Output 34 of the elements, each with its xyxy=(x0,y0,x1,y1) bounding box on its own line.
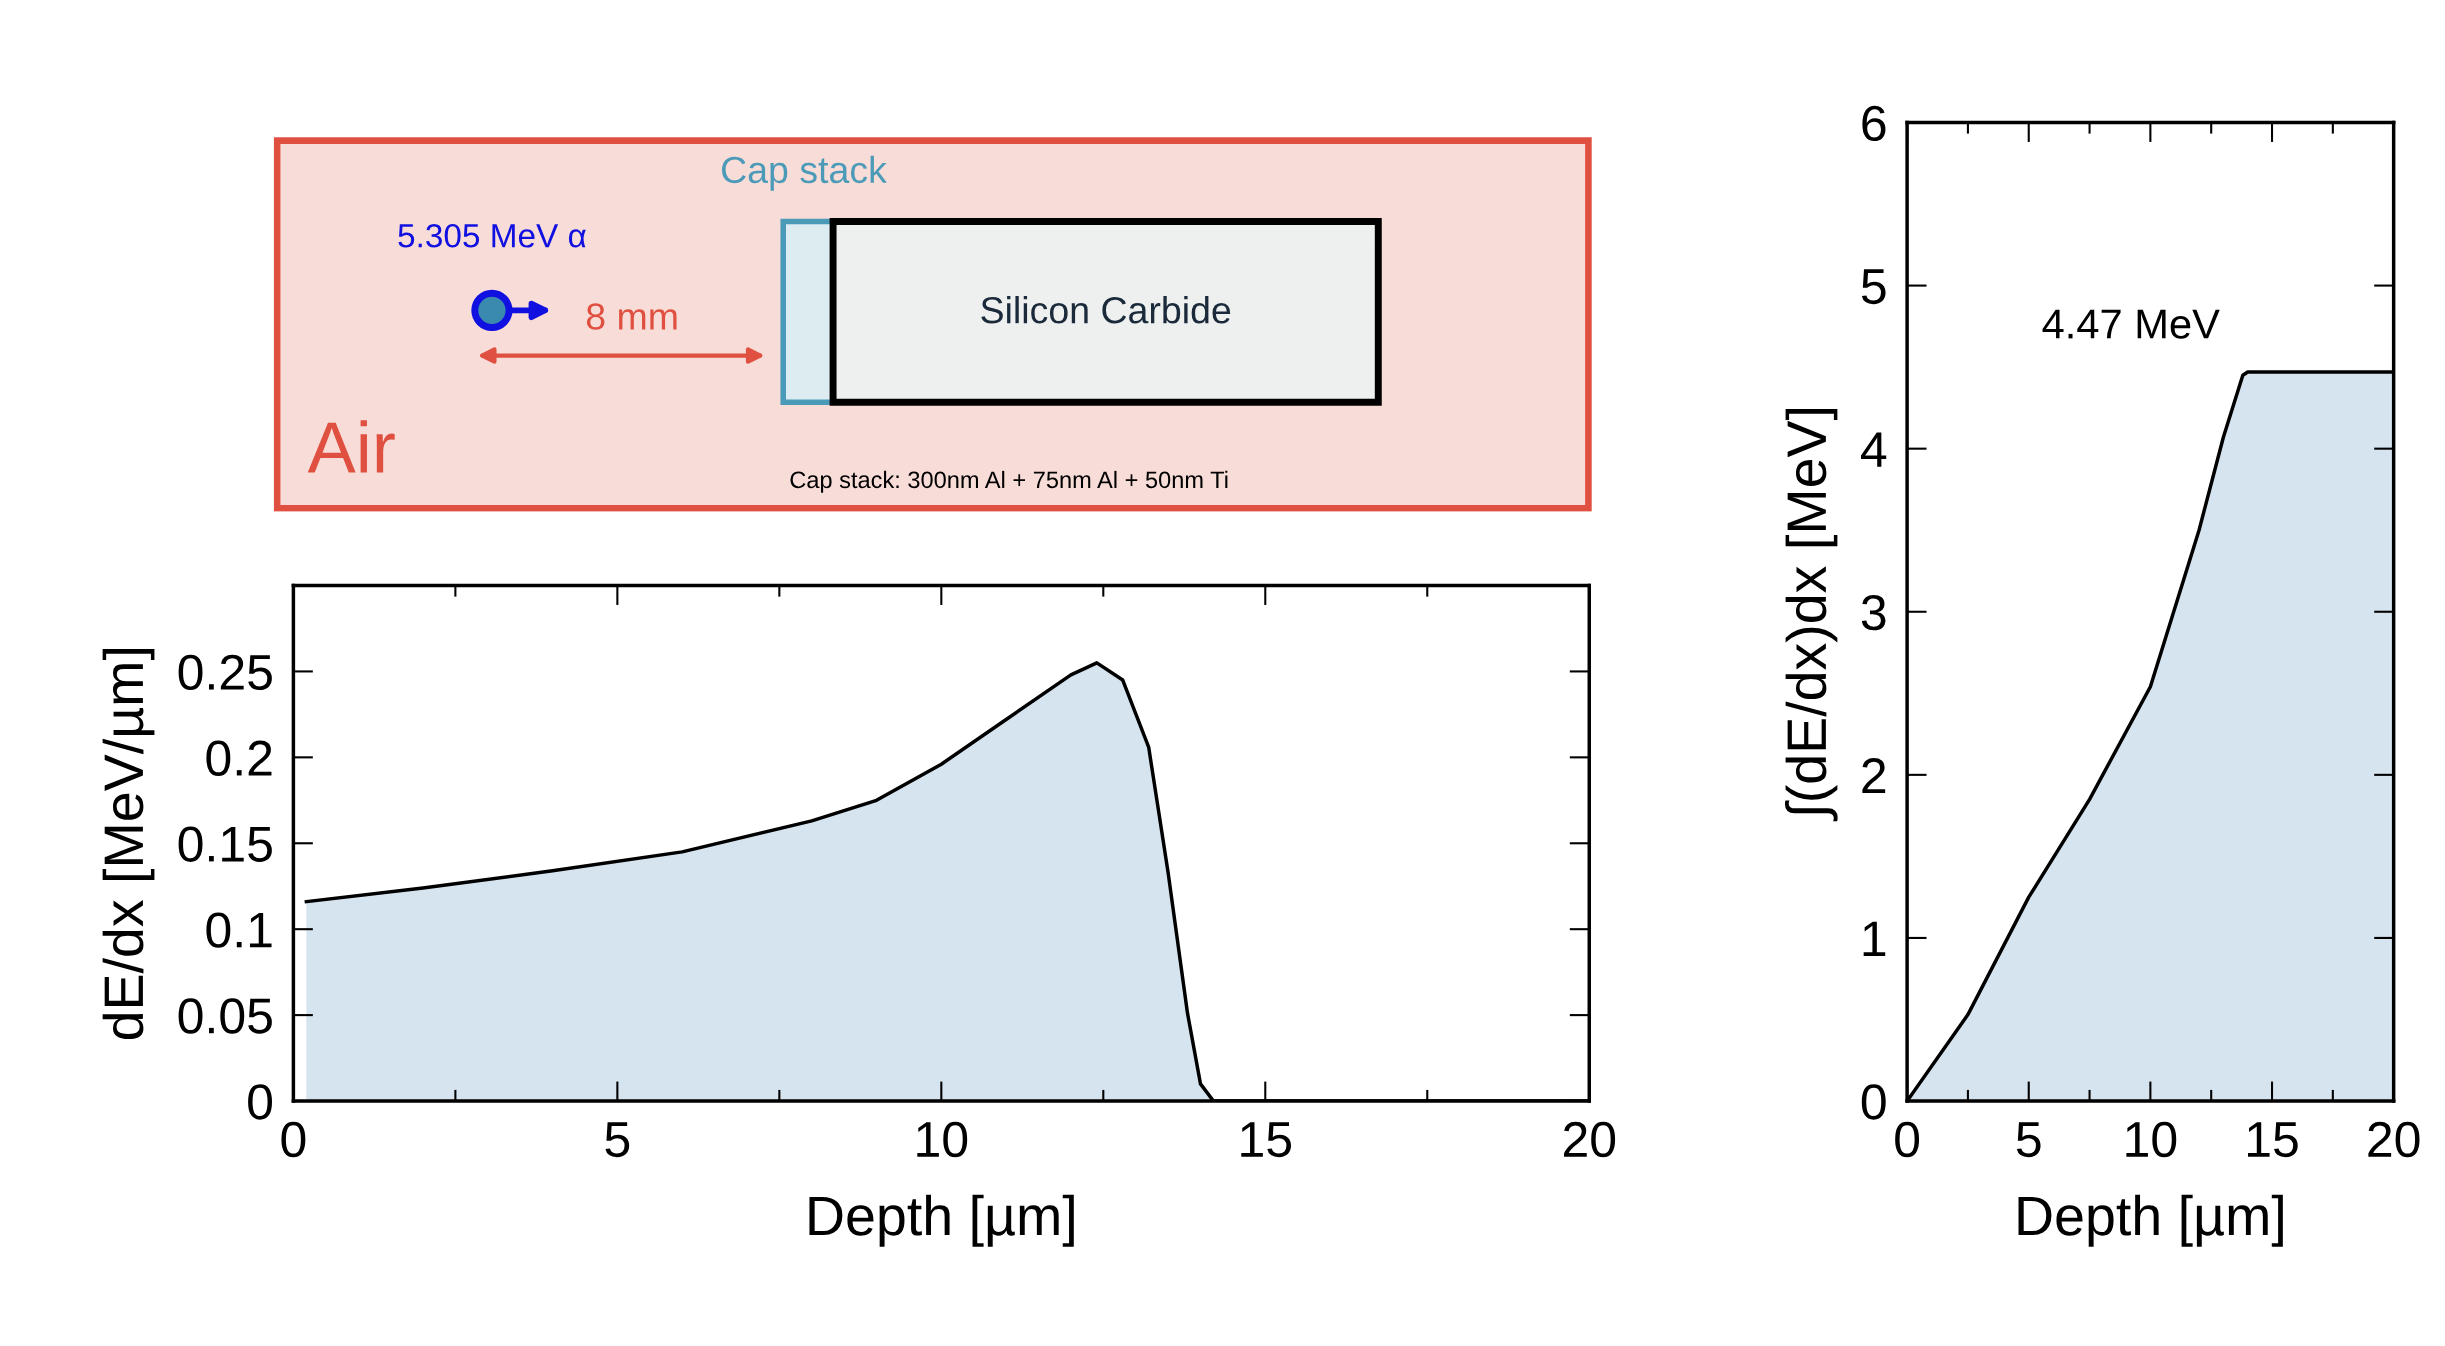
x-tick-label: 5 xyxy=(2016,1122,2041,1158)
x-tick-label: 20 xyxy=(2368,1121,2420,1158)
text: Silicon Carbide xyxy=(981,295,1231,324)
y-axis-title: ∫(dE/dx)dx [MeV] xyxy=(1784,408,1838,822)
y-tick-label: 0.1 xyxy=(206,912,272,948)
x-tick-label: 0 xyxy=(281,1121,306,1158)
x-tick-label: 10 xyxy=(2126,1121,2177,1158)
text: Cap stack xyxy=(722,155,887,191)
text: Air xyxy=(307,420,395,473)
x-tick-label: 20 xyxy=(1563,1121,1616,1158)
x-axis-title: Depth [µm] xyxy=(809,1194,1074,1247)
annotation: 4.47 MeV xyxy=(2042,309,2220,339)
y-tick-label: 4 xyxy=(1861,432,1887,467)
y-tick-label: 2 xyxy=(1862,758,1886,793)
y-tick-label: 3 xyxy=(1861,594,1886,631)
text: Cap stack: 300nm Al + 75nm Al + 50nm Ti xyxy=(790,470,1228,493)
x-tick-label: 15 xyxy=(2248,1122,2298,1158)
y-tick-label: 0.25 xyxy=(178,654,272,691)
y-tick-label: 1 xyxy=(1863,921,1886,957)
x-tick-label: 5 xyxy=(605,1122,630,1158)
y-tick-label: 0.05 xyxy=(178,998,272,1034)
x-tick-label: 0 xyxy=(1895,1121,1920,1158)
x-tick-label: 15 xyxy=(1241,1122,1291,1158)
y-tick-label: 0 xyxy=(1861,1084,1886,1120)
y-axis-title: dE/dx [MeV/µm] xyxy=(102,649,155,1040)
y-tick-label: 5 xyxy=(1861,269,1886,305)
y-tick-label: 0 xyxy=(248,1084,272,1120)
x-axis-title: Depth [µm] xyxy=(2018,1194,2283,1247)
y-tick-label: 0.15 xyxy=(178,826,272,862)
x-tick-label: 10 xyxy=(917,1121,968,1158)
y-tick-label: 0.2 xyxy=(206,740,272,776)
text: 8 mm xyxy=(586,303,677,330)
text: 5.305 MeV α xyxy=(398,223,586,248)
y-tick-label: 6 xyxy=(1862,105,1886,142)
